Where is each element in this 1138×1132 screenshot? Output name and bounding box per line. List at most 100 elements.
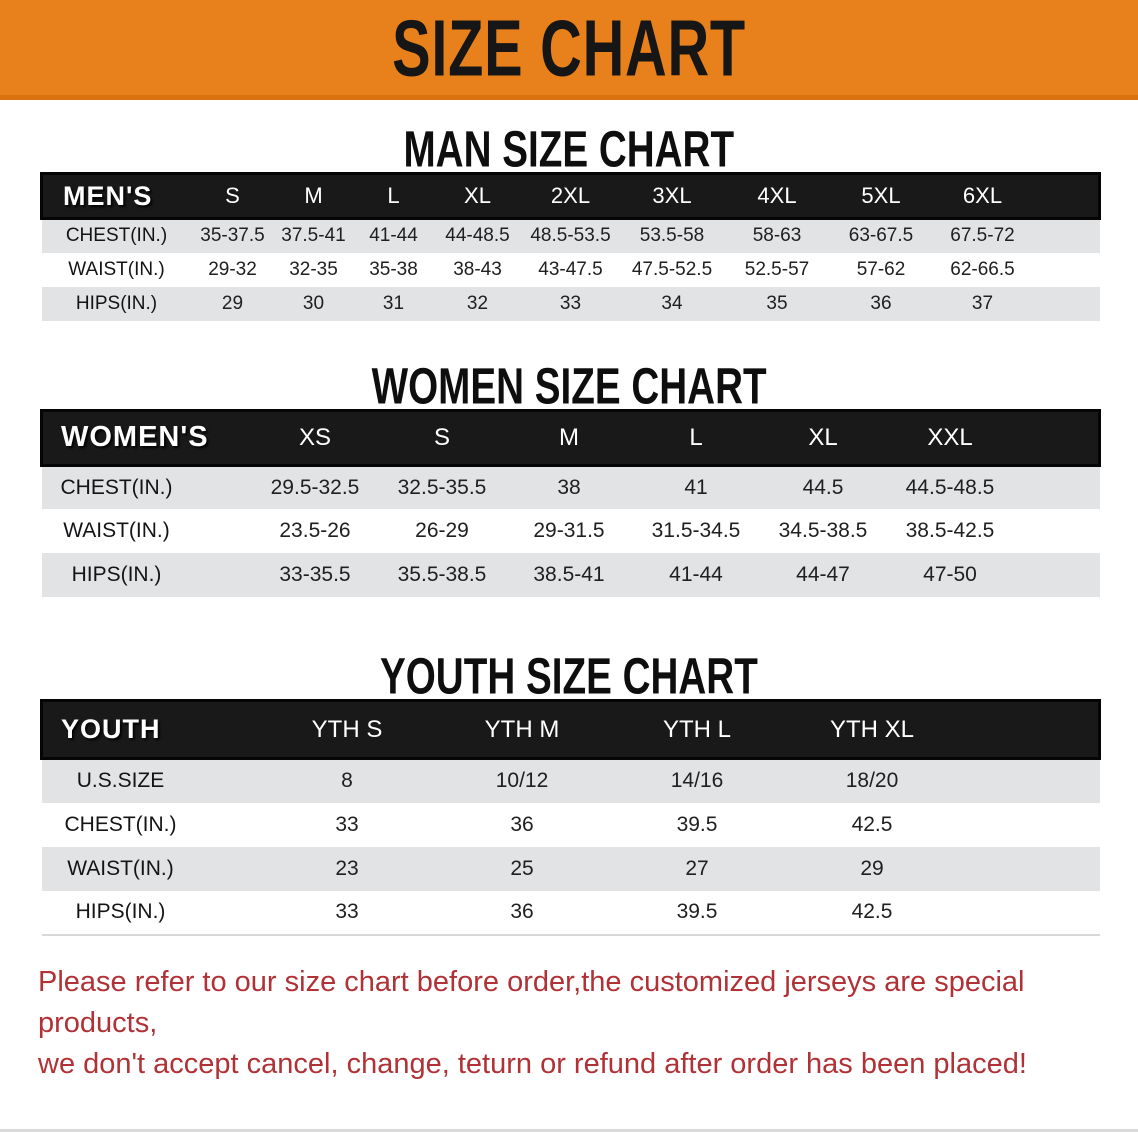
size-value-cell: 26-29	[415, 519, 469, 542]
cell-spacer	[960, 803, 1100, 847]
cell-spacer	[1033, 287, 1100, 321]
row-label: WAIST(IN.)	[63, 519, 170, 542]
size-value-cell: 37	[971, 292, 994, 314]
column-header: YTH L	[662, 715, 731, 743]
size-value-cell: 42.5	[851, 900, 893, 923]
size-value-cell: 44-48.5	[445, 225, 510, 247]
size-value-cell: 14/16	[670, 769, 724, 793]
cell-spacer	[960, 891, 1100, 935]
women-section-heading: WOMEN SIZE CHART	[0, 356, 1138, 415]
row-label: CHEST(IN.)	[60, 475, 173, 499]
women-corner-label: WOMEN'S	[61, 421, 209, 453]
size-value-cell: 33	[335, 900, 359, 923]
women-header-row: WOMEN'S XS S M L XL XXL	[41, 410, 1100, 465]
cell-spacer	[960, 759, 1100, 803]
men-section-heading: MAN SIZE CHART	[0, 124, 1138, 175]
size-value-cell: 47.5-52.5	[631, 258, 713, 280]
size-value-cell: 32	[466, 292, 489, 314]
column-header: S	[433, 423, 450, 451]
men-header-row: MEN'S S M L XL 2XL 3XL 4XL 5XL 6XL	[41, 173, 1100, 219]
size-value-cell: 35.5-38.5	[397, 563, 487, 586]
size-value-cell: 10/12	[495, 769, 549, 793]
size-value-cell: 44.5-48.5	[905, 475, 995, 499]
header-spacer	[1014, 410, 1100, 465]
banner-title: SIZE CHART	[392, 2, 746, 93]
size-value-cell: 31.5-34.5	[651, 519, 741, 542]
table-row: U.S.SIZE 8 10/12 14/16 18/20	[41, 758, 1100, 803]
size-value-cell: 57-62	[856, 258, 906, 280]
size-value-cell: 41-44	[369, 225, 418, 247]
size-value-cell: 29-31.5	[533, 519, 605, 542]
size-value-cell: 27	[685, 856, 709, 880]
size-value-cell: 34	[661, 292, 683, 314]
women-size-table: WOMEN'S XS S M L XL XXL CHEST(IN.) 29.5-…	[40, 409, 1101, 597]
size-value-cell: 33	[559, 292, 582, 314]
size-value-cell: 18/20	[845, 769, 899, 793]
size-value-cell: 35	[766, 292, 788, 314]
size-value-cell: 39.5	[676, 900, 718, 923]
header-spacer	[960, 701, 1100, 759]
column-header: L	[387, 183, 400, 208]
size-value-cell: 38	[557, 475, 581, 499]
youth-size-table: YOUTH YTH S YTH M YTH L YTH XL U.S.SIZE …	[40, 699, 1101, 936]
column-header: YTH XL	[829, 715, 915, 743]
size-value-cell: 35-37.5	[200, 225, 265, 247]
disclaimer-line-1: Please refer to our size chart before or…	[38, 965, 1025, 1039]
size-value-cell: 37.5-41	[281, 225, 346, 247]
row-label: CHEST(IN.)	[64, 812, 177, 836]
size-value-cell: 36	[510, 812, 534, 836]
table-row: HIPS(IN.) 33 36 39.5 42.5	[41, 890, 1100, 935]
column-header: M	[559, 423, 579, 451]
cell-spacer	[960, 847, 1100, 891]
size-value-cell: 30	[302, 292, 325, 314]
size-value-cell: 67.5-72	[950, 225, 1015, 247]
disclaimer-line-2: we don't accept cancel, change, teturn o…	[38, 1047, 1027, 1080]
table-row: WAIST(IN.) 23.5-26 26-29 29-31.5 31.5-34…	[41, 509, 1100, 553]
size-value-cell: 32-35	[289, 258, 338, 280]
size-value-cell: 41	[684, 475, 708, 499]
table-row: WAIST(IN.) 29-32 32-35 35-38 38-43 43-47…	[41, 252, 1100, 287]
row-label: CHEST(IN.)	[65, 225, 168, 247]
size-value-cell: 42.5	[851, 812, 893, 836]
size-value-cell: 29	[221, 292, 244, 314]
size-value-cell: 63-67.5	[848, 225, 914, 247]
column-header: 6XL	[962, 183, 1003, 208]
size-value-cell: 29.5-32.5	[270, 475, 360, 499]
row-label: HIPS(IN.)	[71, 563, 162, 586]
row-label: WAIST(IN.)	[68, 258, 165, 280]
men-size-table: MEN'S S M L XL 2XL 3XL 4XL 5XL 6XL CHEST…	[40, 172, 1101, 321]
size-value-cell: 33-35.5	[279, 563, 351, 586]
table-row: CHEST(IN.) 35-37.5 37.5-41 41-44 44-48.5…	[41, 218, 1100, 253]
women-section-heading-text: WOMEN SIZE CHART	[371, 356, 767, 415]
column-header: YTH M	[484, 715, 560, 743]
column-header: XL	[808, 423, 838, 451]
table-row: HIPS(IN.) 33-35.5 35.5-38.5 38.5-41 41-4…	[41, 553, 1100, 597]
cell-spacer	[1014, 465, 1100, 509]
size-value-cell: 43-47.5	[538, 258, 603, 280]
size-value-cell: 35-38	[369, 258, 418, 280]
row-label: HIPS(IN.)	[75, 292, 158, 314]
row-label: U.S.SIZE	[76, 769, 165, 793]
size-value-cell: 58-63	[752, 225, 802, 247]
size-value-cell: 38.5-42.5	[905, 519, 995, 542]
youth-section-heading: YOUTH SIZE CHART	[0, 651, 1138, 702]
column-header: XL	[464, 183, 491, 208]
size-value-cell: 44.5	[802, 475, 844, 499]
size-value-cell: 38-43	[453, 258, 502, 280]
table-row: CHEST(IN.) 29.5-32.5 32.5-35.5 38 41 44.…	[41, 465, 1100, 509]
youth-header-row: YOUTH YTH S YTH M YTH L YTH XL	[41, 700, 1100, 759]
size-chart-banner: SIZE CHART	[0, 0, 1138, 100]
size-value-cell: 29	[860, 856, 884, 880]
disclaimer-text: Please refer to our size chart before or…	[38, 962, 1100, 1086]
size-value-cell: 29-32	[208, 258, 257, 280]
column-header: M	[304, 183, 323, 208]
size-value-cell: 34.5-38.5	[778, 519, 868, 542]
cell-spacer	[1033, 219, 1100, 253]
size-value-cell: 47-50	[923, 563, 977, 586]
header-spacer	[1033, 174, 1100, 219]
men-corner-label: MEN'S	[63, 180, 153, 211]
column-header: 2XL	[550, 183, 591, 208]
size-value-cell: 36	[870, 292, 892, 314]
size-value-cell: 23.5-26	[279, 519, 351, 542]
cell-spacer	[1014, 509, 1100, 553]
